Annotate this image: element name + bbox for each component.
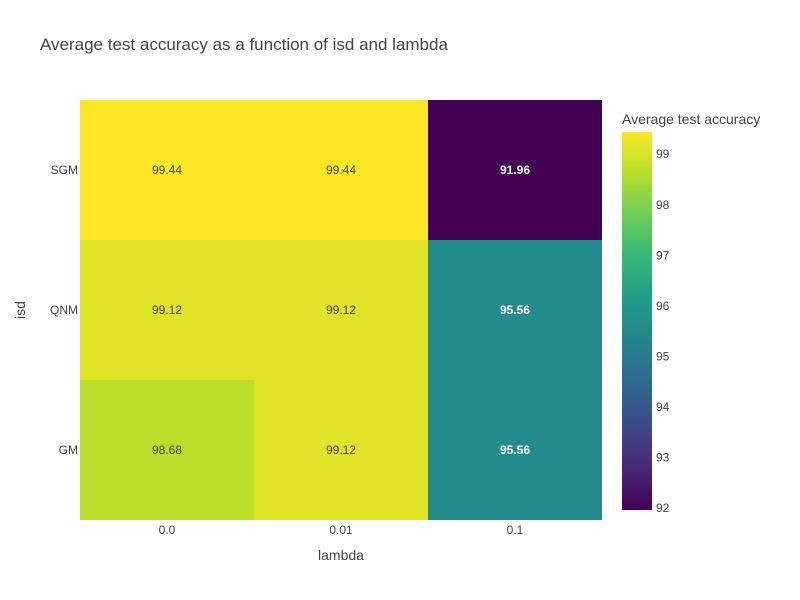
y-tick-label: SGM [51, 163, 78, 177]
x-axis-label: lambda [318, 547, 364, 563]
heatmap-cell [80, 100, 254, 240]
x-tick-label: 0.0 [159, 523, 176, 537]
colorbar-tick-label: 97 [656, 248, 670, 262]
heatmap-cell [428, 380, 602, 520]
heatmap-cell [80, 380, 254, 520]
x-axis-ticks: 0.0 0.01 0.1 [159, 523, 524, 537]
colorbar-tick-label: 95 [656, 349, 670, 363]
y-axis-label: isd [12, 301, 28, 319]
colorbar [622, 132, 652, 510]
cell-label: 99.12 [326, 303, 356, 317]
colorbar-tick-label: 93 [656, 450, 670, 464]
cell-labels: 98.68 99.12 95.56 99.12 99.12 95.56 99.44 99.44… [152, 163, 530, 457]
y-tick-label: QNM [50, 303, 78, 317]
cell-label: 99.12 [152, 303, 182, 317]
cell-label: 95.56 [500, 443, 530, 457]
y-axis-ticks: GM QNM SGM [50, 163, 78, 457]
colorbar-tick-label: 92 [656, 501, 670, 515]
heatmap-cell [428, 100, 602, 240]
cell-label: 99.44 [152, 163, 182, 177]
cell-label: 95.56 [500, 303, 530, 317]
x-tick-label: 0.1 [507, 523, 524, 537]
cell-label: 99.12 [326, 443, 356, 457]
cell-label: 91.96 [500, 163, 530, 177]
heatmap-cell [428, 240, 602, 380]
colorbar-title: Average test accuracy [622, 111, 760, 127]
colorbar-tick-label: 94 [656, 400, 670, 414]
chart-title: Average test accuracy as a function of i… [40, 35, 448, 54]
colorbar-tick-label: 96 [656, 299, 670, 313]
cell-label: 98.68 [152, 443, 182, 457]
colorbar-tick-label: 98 [656, 198, 670, 212]
cell-label: 99.44 [326, 163, 356, 177]
heatmap-cells [80, 100, 602, 520]
heatmap-cell [254, 240, 428, 380]
colorbar-tick-label: 99 [656, 147, 670, 161]
heatmap-cell [80, 240, 254, 380]
y-tick-label: GM [59, 443, 78, 457]
x-tick-label: 0.01 [329, 523, 353, 537]
colorbar-ticks: 92 93 94 95 96 97 98 99 [656, 147, 670, 515]
heatmap-cell [254, 100, 428, 240]
heatmap-cell [254, 380, 428, 520]
